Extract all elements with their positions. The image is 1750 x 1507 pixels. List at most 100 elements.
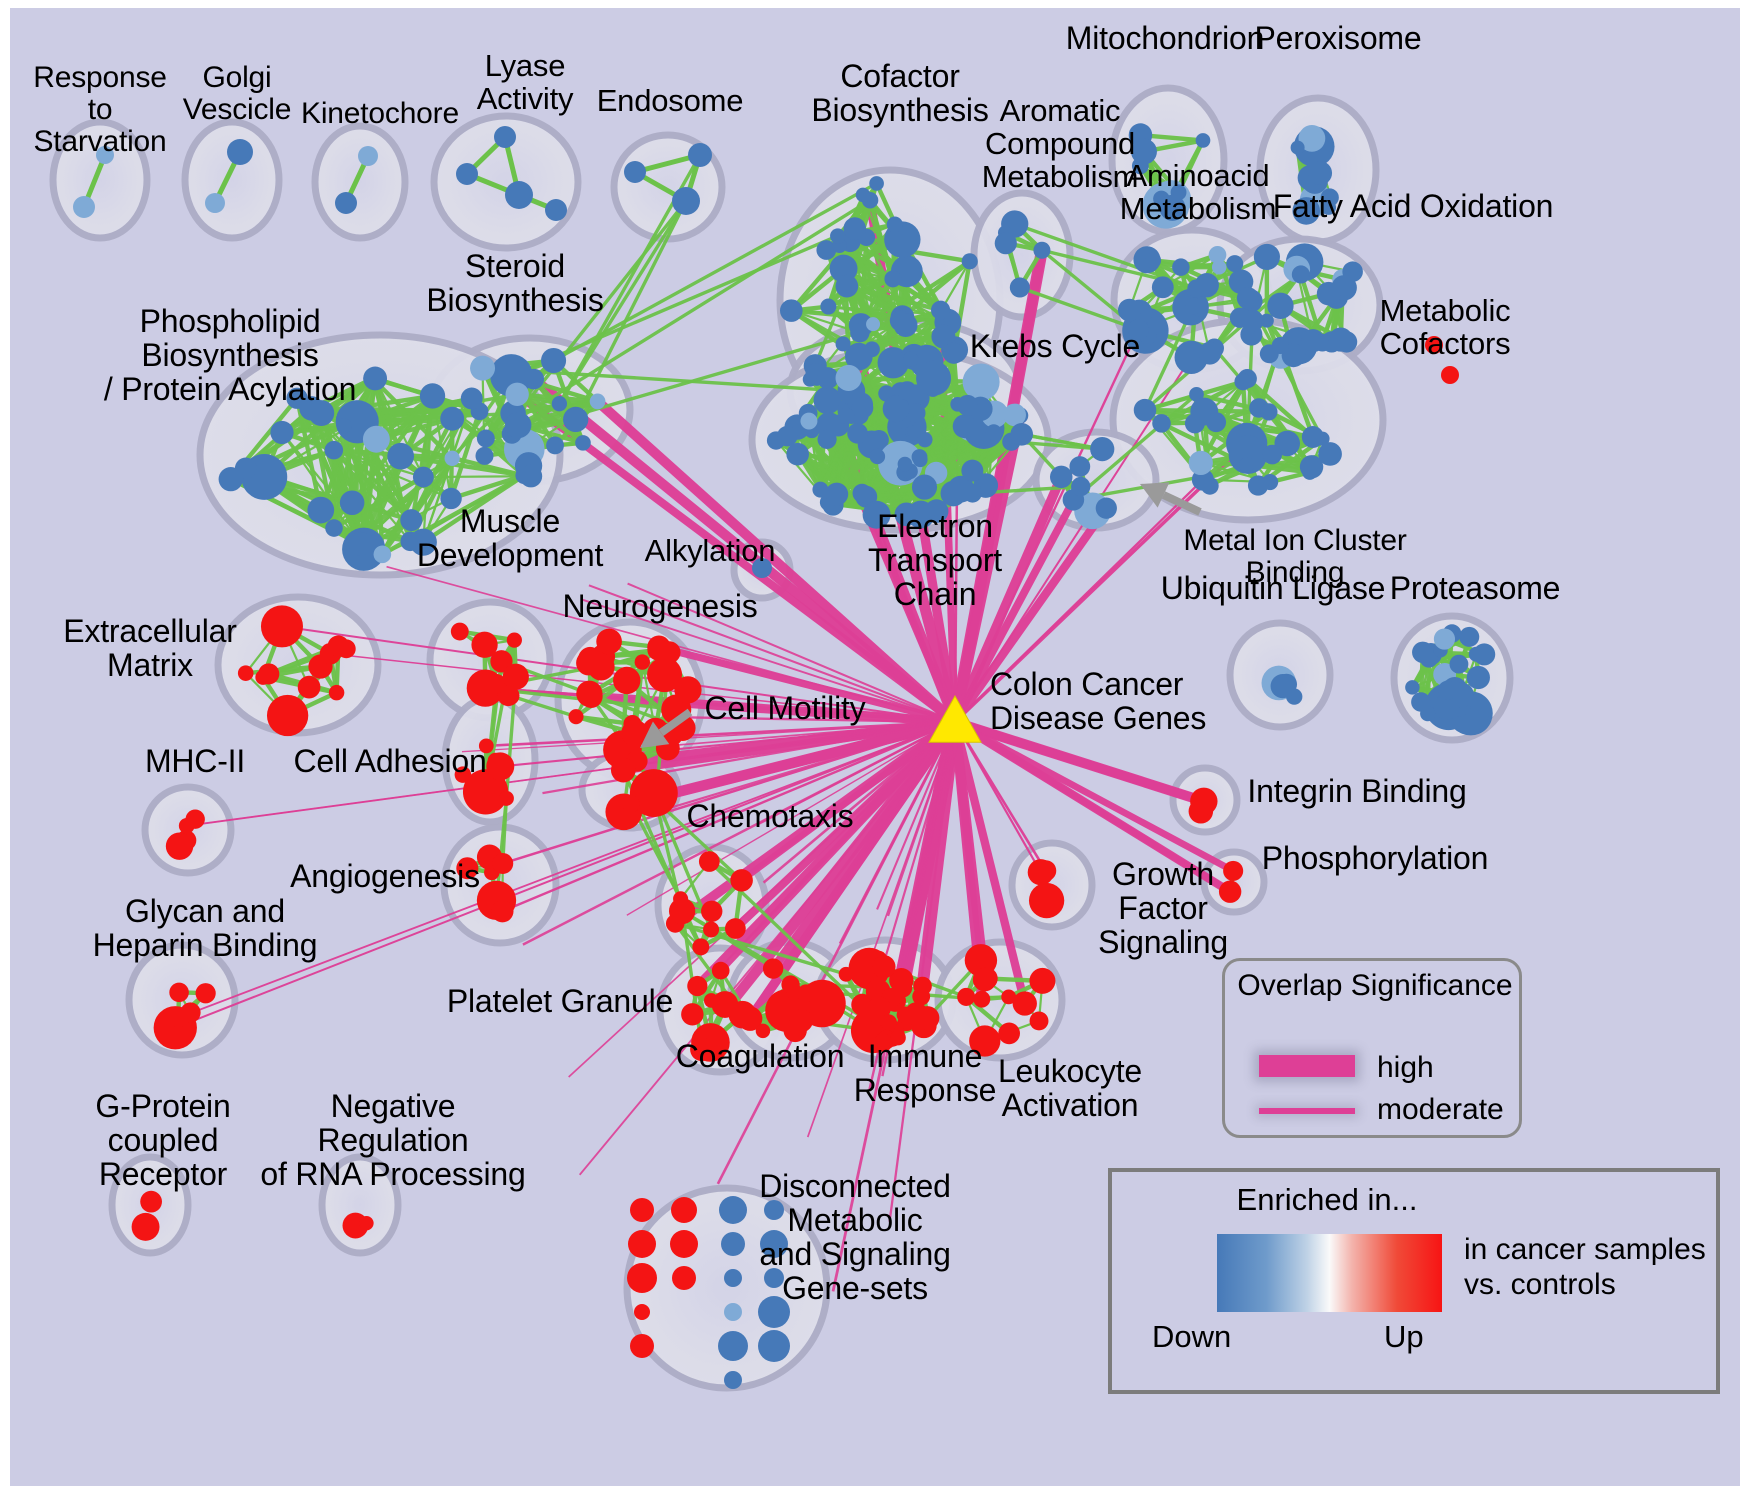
gene-set-node [687, 975, 708, 997]
hub-edge-moderate [626, 721, 956, 916]
gene-set-node [270, 420, 294, 445]
gene-set-node [681, 1003, 704, 1026]
disconnected-gene-node [724, 1303, 742, 1321]
gene-set-node [1190, 787, 1218, 815]
gene-set-node [260, 605, 303, 648]
gene-set-node [897, 381, 917, 401]
gene-set-node [864, 341, 880, 358]
gene-set-node [450, 622, 469, 641]
gene-set-node [460, 387, 483, 410]
gene-set-node [777, 425, 798, 447]
hub-edge-moderate [652, 720, 956, 815]
cluster-label-cell-adhesion: Cell Adhesion [293, 743, 487, 779]
hub-edge-moderate [804, 721, 956, 939]
gene-set-node [1049, 465, 1073, 489]
disconnected-gene-node [627, 1263, 657, 1293]
gene-set-node [1189, 386, 1204, 402]
cluster-label-response-to-starvation: Response to Starvation [33, 61, 167, 158]
gene-set-node [1449, 654, 1469, 674]
gene-set-node [1095, 497, 1117, 519]
gene-set-node [546, 436, 564, 455]
hub-edge-moderate [578, 721, 956, 1176]
gene-set-node [494, 126, 516, 148]
gene-set-node [1292, 197, 1321, 225]
hub-edge-moderate [888, 721, 957, 1222]
cluster-label-coagulation: Coagulation [675, 1038, 845, 1074]
gene-set-node [1466, 665, 1490, 690]
cluster-label-g-protein-coupled-receptor: G-Protein coupled Receptor [95, 1088, 231, 1192]
gene-set-node [724, 918, 746, 939]
gene-set-node [869, 448, 886, 465]
gene-set-node [96, 146, 114, 164]
high-significance-label: high [1377, 1051, 1434, 1084]
hub-edge-moderate [887, 721, 957, 917]
gene-set-node [400, 509, 423, 532]
cluster-label-fatty-acid-oxidation: Fatty Acid Oxidation [1272, 188, 1554, 224]
hub-node[interactable] [928, 694, 982, 743]
gene-set-node [491, 900, 514, 923]
gene-set-node [975, 967, 998, 990]
gene-set-node [1473, 643, 1496, 666]
gene-set-node [905, 403, 926, 423]
gene-set-node [1069, 456, 1091, 477]
gene-set-node [838, 966, 854, 982]
gene-set-node [674, 676, 702, 704]
cluster-label-krebs-cycle: Krebs Cycle [969, 328, 1141, 364]
gene-set-node [711, 961, 730, 980]
disconnected-gene-node [672, 1266, 696, 1290]
gene-set-node [339, 490, 365, 516]
hub-edge-moderate [668, 715, 956, 724]
gene-set-node [737, 1006, 763, 1031]
gene-set-node [373, 545, 392, 564]
cluster-label-ubiquitin-ligase: Ubiquitin Ligase [1160, 570, 1386, 606]
gene-set-node [1223, 860, 1244, 881]
cluster-label-kinetochore: Kinetochore [301, 97, 459, 130]
gene-set-node [487, 752, 504, 769]
gene-set-node [1236, 287, 1259, 310]
gene-set-node [1271, 337, 1289, 355]
hub-edge [594, 397, 959, 726]
hub-edge [658, 643, 956, 726]
gene-set-node [890, 1030, 906, 1046]
gene-set-node [258, 663, 280, 685]
gene-set-node [912, 987, 931, 1006]
gene-set-node [943, 342, 965, 364]
cluster-label-metal-ion-cluster-binding: Metal Ion Cluster Binding [1183, 524, 1407, 589]
gene-set-node [672, 187, 700, 215]
gene-set-node [1208, 245, 1227, 264]
gene-set-node [857, 1001, 878, 1023]
gene-set-node [195, 983, 216, 1004]
enrichment-up-label: Up [1384, 1319, 1424, 1354]
gene-set-node [327, 635, 350, 657]
gene-set-node [642, 795, 663, 816]
hub-edge [954, 721, 1042, 873]
gene-set-node [1291, 265, 1310, 284]
gene-set-node [541, 347, 567, 374]
gene-set-node [621, 719, 649, 747]
gene-set-node [648, 782, 665, 799]
gene-set-node [563, 406, 589, 433]
gene-set-node [506, 632, 522, 648]
gene-set-node [1411, 692, 1431, 712]
enrichment-legend-title: Enriched in... [1236, 1182, 1418, 1217]
gene-set-node [781, 975, 800, 994]
gene-set-node [470, 355, 496, 381]
gene-set-node [456, 857, 479, 880]
gene-set-node [985, 424, 1002, 440]
hub-edge [501, 720, 956, 913]
cluster-label-chemotaxis: Chemotaxis [686, 798, 854, 834]
gene-set-node [869, 176, 884, 191]
gene-set-node [1188, 450, 1213, 476]
gene-set-node [973, 990, 991, 1008]
gene-set-node [886, 216, 903, 233]
hub-edge [950, 474, 1066, 724]
hub-edge [514, 391, 958, 726]
gene-set-node [440, 406, 465, 431]
cluster-label-cofactor-biosynthesis: Cofactor Biosynthesis [811, 58, 989, 128]
cluster-label-phospholipid-biosynthesis: Phospholipid Biosynthesis / Protein Acyl… [103, 303, 357, 407]
hub-edge-moderate [627, 582, 956, 723]
cluster-label-muscle-development: Muscle Development [416, 503, 604, 573]
gene-set-node [851, 397, 874, 419]
gene-set-node [1198, 341, 1222, 365]
colon-cancer-hub-triangle[interactable] [928, 694, 982, 743]
